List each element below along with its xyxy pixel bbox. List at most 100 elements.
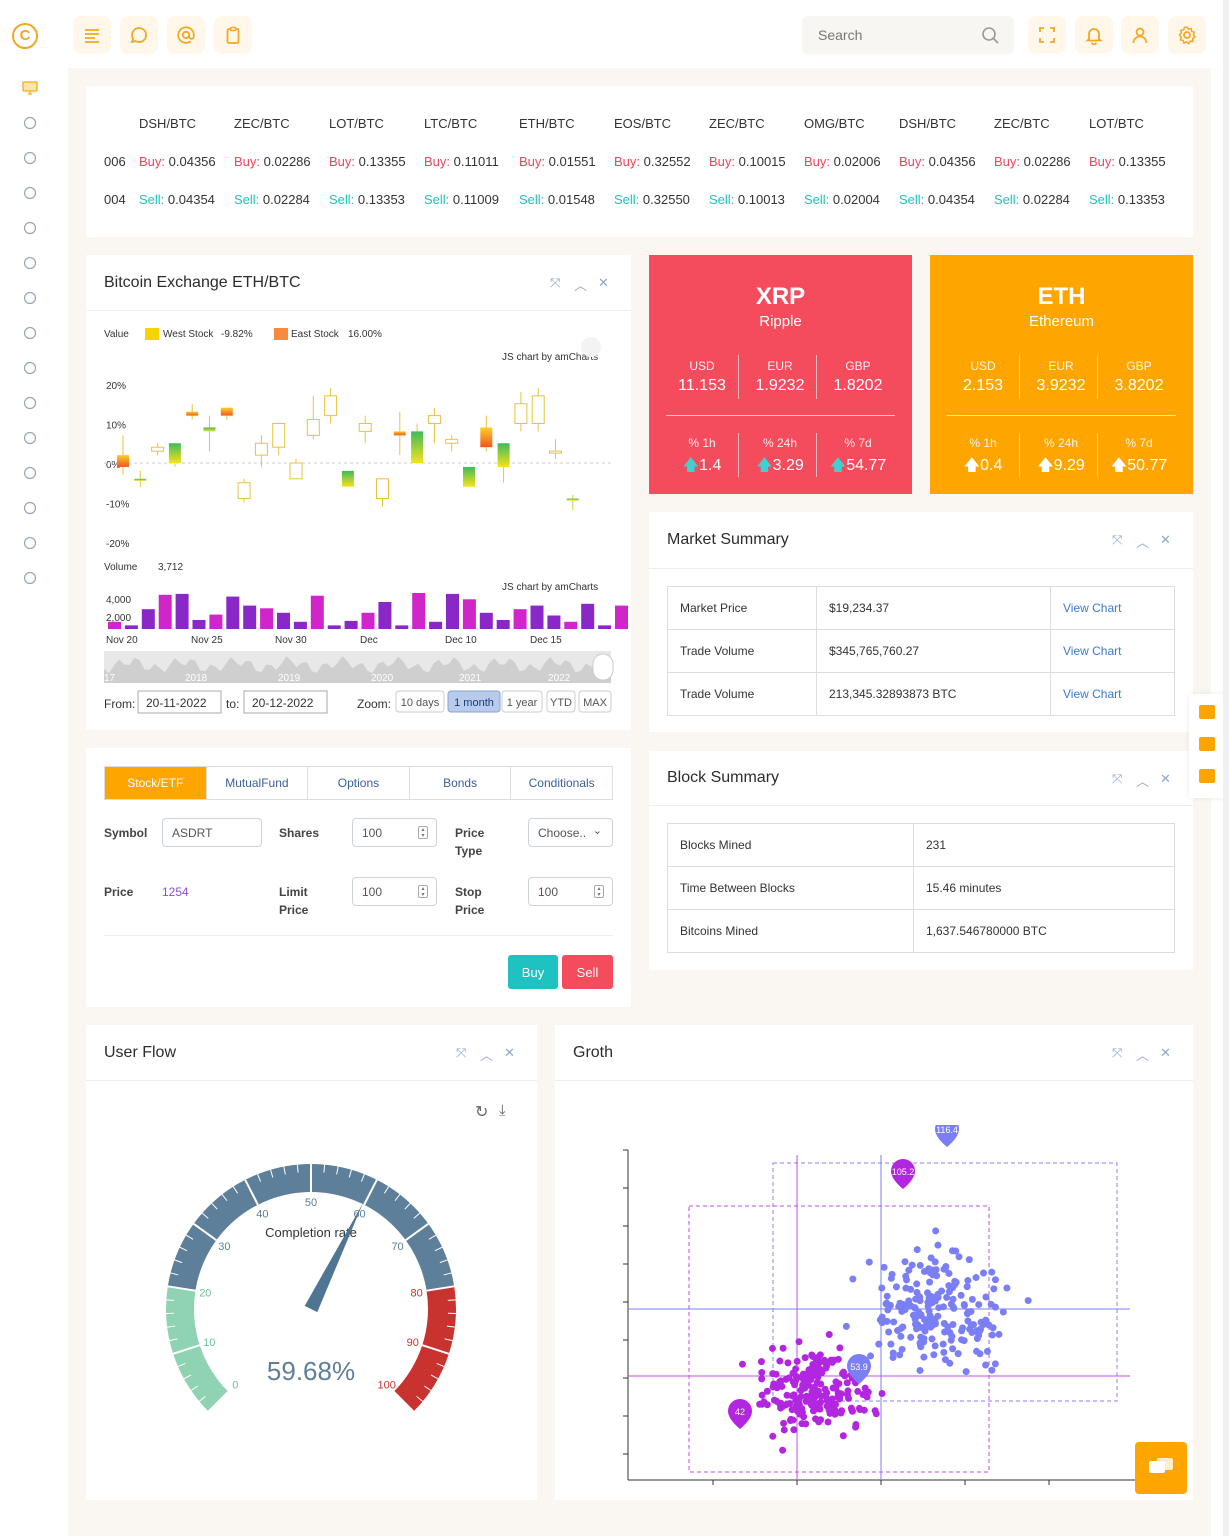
candle[interactable] (427, 407, 441, 444)
data-point[interactable] (991, 1360, 999, 1368)
fullscreen-button[interactable] (1028, 16, 1066, 54)
data-point[interactable] (913, 1246, 921, 1254)
candle[interactable] (151, 443, 165, 456)
candle[interactable] (168, 443, 181, 467)
data-point[interactable] (938, 1287, 946, 1295)
data-point[interactable] (758, 1368, 766, 1376)
volume-bar[interactable] (479, 612, 493, 629)
tab-bonds[interactable]: Bonds (410, 767, 512, 799)
candle[interactable] (376, 478, 389, 507)
data-point[interactable] (901, 1258, 909, 1266)
settings-button[interactable] (1168, 16, 1206, 54)
data-point[interactable] (913, 1280, 921, 1288)
pie-chart-icon[interactable] (20, 148, 40, 168)
scatter-chart[interactable]: 116.4 105.2 53.9 42 (555, 1125, 1193, 1495)
zoom-button[interactable] (395, 690, 445, 713)
data-point[interactable] (887, 1340, 895, 1348)
data-point[interactable] (941, 1328, 949, 1336)
data-point[interactable] (991, 1276, 999, 1284)
data-point[interactable] (898, 1345, 906, 1353)
candle[interactable] (117, 435, 129, 475)
view-chart-link[interactable]: View Chart (1050, 629, 1175, 673)
data-point[interactable] (876, 1316, 884, 1324)
data-point[interactable] (954, 1350, 962, 1358)
data-point[interactable] (795, 1395, 803, 1403)
data-point[interactable] (817, 1380, 825, 1388)
collapse-icon[interactable]: ︿ (1136, 535, 1150, 550)
data-point[interactable] (982, 1293, 990, 1301)
volume-bar[interactable] (530, 605, 544, 629)
expand-icon[interactable]: ⤧ (550, 275, 561, 290)
data-point[interactable] (968, 1295, 976, 1303)
search-box[interactable]: Search (802, 16, 1014, 54)
value-marker[interactable] (728, 1399, 752, 1429)
data-point[interactable] (831, 1410, 839, 1418)
data-point[interactable] (892, 1283, 900, 1291)
data-point[interactable] (776, 1357, 784, 1365)
data-point[interactable] (837, 1390, 845, 1398)
zoom-button[interactable] (578, 690, 612, 713)
data-point[interactable] (949, 1345, 957, 1353)
volume-bar[interactable] (260, 608, 274, 629)
volume-bar[interactable] (496, 620, 510, 629)
data-point[interactable] (790, 1426, 798, 1434)
data-point[interactable] (807, 1400, 815, 1408)
value-marker[interactable] (935, 1125, 959, 1147)
data-point[interactable] (965, 1256, 973, 1264)
volume-bar[interactable] (446, 593, 459, 629)
candle[interactable] (237, 478, 251, 503)
candle[interactable] (463, 466, 475, 487)
view-chart-link[interactable]: View Chart (1050, 672, 1175, 716)
sliders-icon[interactable] (20, 253, 40, 273)
volume-bar[interactable] (615, 605, 628, 629)
camera-icon[interactable] (1199, 705, 1215, 719)
data-point[interactable] (964, 1277, 972, 1285)
expand-icon[interactable]: ⤧ (1112, 532, 1123, 547)
close-icon[interactable]: ✕ (598, 275, 609, 290)
data-point[interactable] (920, 1315, 928, 1323)
data-point[interactable] (823, 1389, 831, 1397)
volume-bar[interactable] (429, 621, 443, 629)
data-point[interactable] (779, 1446, 787, 1454)
data-point[interactable] (980, 1269, 988, 1277)
sell-button[interactable]: Sell (562, 955, 613, 989)
data-point[interactable] (808, 1351, 816, 1359)
expand-icon[interactable]: ⤧ (1112, 1045, 1123, 1060)
data-point[interactable] (842, 1322, 850, 1330)
close-icon[interactable]: ✕ (1160, 532, 1171, 547)
data-point[interactable] (999, 1308, 1007, 1316)
data-point[interactable] (946, 1329, 954, 1337)
data-point[interactable] (843, 1379, 851, 1387)
value-marker[interactable] (847, 1354, 871, 1384)
data-point[interactable] (949, 1320, 957, 1328)
stepper-icon[interactable]: ▴ ▾ (594, 885, 604, 898)
data-point[interactable] (931, 1317, 939, 1325)
data-point[interactable] (952, 1247, 960, 1255)
data-point[interactable] (783, 1391, 791, 1399)
data-point[interactable] (962, 1368, 970, 1376)
candle[interactable] (306, 395, 320, 440)
data-point[interactable] (975, 1301, 983, 1309)
data-point[interactable] (973, 1347, 981, 1355)
search-input[interactable]: Search (818, 27, 863, 43)
data-point[interactable] (779, 1344, 787, 1352)
data-point[interactable] (989, 1324, 997, 1332)
data-point[interactable] (841, 1372, 849, 1380)
search-icon[interactable] (980, 25, 1000, 45)
data-point[interactable] (884, 1306, 892, 1314)
data-point[interactable] (988, 1331, 996, 1339)
candle[interactable] (549, 439, 562, 460)
candle[interactable] (341, 470, 354, 487)
buy-button[interactable]: Buy (508, 955, 558, 989)
data-point[interactable] (795, 1338, 803, 1346)
data-point[interactable] (988, 1366, 996, 1374)
data-point[interactable] (786, 1416, 794, 1424)
data-point[interactable] (798, 1408, 806, 1416)
data-point[interactable] (889, 1349, 897, 1357)
candle[interactable] (272, 423, 286, 456)
candle[interactable] (393, 411, 406, 456)
data-point[interactable] (790, 1391, 798, 1399)
coin-card-eth[interactable]: ETH Ethereum USD 2.153 EUR 3.9232 GBP 3.8202 % 1… (930, 255, 1193, 494)
data-point[interactable] (995, 1330, 1003, 1338)
volume-bar[interactable] (108, 621, 121, 629)
